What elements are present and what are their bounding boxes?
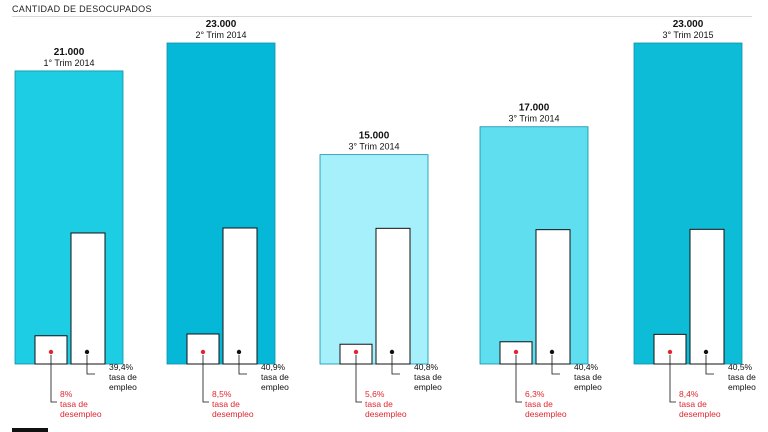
employment-caption-a-3: tasa de: [414, 372, 442, 382]
value-label-5: 23.000: [673, 19, 704, 30]
employment-leader-2: [238, 355, 247, 375]
unemployment-dot-5: [667, 349, 673, 355]
period-label-5: 3° Trim 2015: [662, 30, 713, 40]
unemployment-rate-label-5: 8,4%: [679, 389, 699, 399]
employment-box-5: [689, 228, 725, 365]
employment-rate-label-3: 40,8%: [414, 362, 439, 372]
employment-caption-a-5: tasa de: [728, 372, 756, 382]
employment-dot-4: [549, 349, 555, 355]
unemployment-caption-a-1: tasa de: [60, 399, 88, 409]
unemployment-rate-label-4: 6,3%: [525, 389, 545, 399]
bar-3: [319, 154, 429, 365]
period-label-2: 2° Trim 2014: [195, 30, 246, 40]
bar-2: [166, 42, 276, 365]
employment-rate-label-2: 40,9%: [261, 362, 286, 372]
employment-caption-b-4: empleo: [574, 382, 602, 392]
value-label-4: 17.000: [519, 103, 550, 114]
period-label-1: 1° Trim 2014: [43, 58, 94, 68]
unemployment-rate-label-1: 8%: [60, 389, 73, 399]
unemployment-leader-2: [202, 355, 209, 403]
unemployment-leader-4: [515, 355, 522, 403]
employment-caption-b-5: empleo: [728, 382, 756, 392]
employment-rate-label-5: 40,5%: [728, 362, 753, 372]
unemployment-caption-b-5: desempleo: [679, 409, 721, 419]
employment-dot-2: [236, 349, 242, 355]
employment-rate-label-1: 39,4%: [109, 362, 134, 372]
chart-title: CANTIDAD DE DESOCUPADOS: [12, 4, 152, 14]
unemployment-caption-b-4: desempleo: [525, 409, 567, 419]
unemployment-leader-5: [669, 355, 676, 403]
title-divider: [12, 16, 752, 17]
employment-box-3: [375, 227, 411, 365]
unemployment-caption-a-4: tasa de: [525, 399, 553, 409]
unemployment-dot-2: [200, 349, 206, 355]
unemployment-caption-b-3: desempleo: [365, 409, 407, 419]
unemployment-caption-a-2: tasa de: [212, 399, 240, 409]
unemployment-leader-3: [355, 355, 362, 403]
employment-caption-a-1: tasa de: [109, 372, 137, 382]
value-label-3: 15.000: [359, 131, 390, 142]
employment-box-1: [70, 232, 106, 365]
unemployment-rate-label-2: 8,5%: [212, 389, 232, 399]
unemployment-dot-4: [513, 349, 519, 355]
employment-caption-a-2: tasa de: [261, 372, 289, 382]
employment-leader-4: [551, 355, 560, 375]
bar-1: [14, 70, 124, 365]
period-label-4: 3° Trim 2014: [508, 114, 559, 124]
unemployment-rate-label-3: 5,6%: [365, 389, 385, 399]
employment-caption-b-3: empleo: [414, 382, 442, 392]
employment-leader-3: [391, 355, 400, 375]
employment-rate-label-4: 40,4%: [574, 362, 599, 372]
employment-caption-b-1: empleo: [109, 382, 137, 392]
employment-box-4: [535, 229, 571, 365]
employment-dot-5: [703, 349, 709, 355]
employment-caption-a-4: tasa de: [574, 372, 602, 382]
employment-caption-b-2: empleo: [261, 382, 289, 392]
employment-dot-1: [84, 349, 90, 355]
footer-mark: [12, 428, 48, 432]
value-label-1: 21.000: [54, 47, 85, 58]
unemployment-caption-b-2: desempleo: [212, 409, 254, 419]
bar-4: [479, 126, 589, 365]
value-label-2: 23.000: [206, 19, 237, 30]
unemployment-dot-1: [48, 349, 54, 355]
unemployment-dot-3: [353, 349, 359, 355]
employment-box-2: [222, 227, 258, 365]
unemployment-caption-b-1: desempleo: [60, 409, 102, 419]
unemployment-caption-a-3: tasa de: [365, 399, 393, 409]
unemployment-leader-1: [50, 355, 57, 403]
bar-5: [633, 42, 743, 365]
employment-leader-1: [86, 355, 95, 375]
unemployment-caption-a-5: tasa de: [679, 399, 707, 409]
period-label-3: 3° Trim 2014: [348, 142, 399, 152]
employment-dot-3: [389, 349, 395, 355]
employment-leader-5: [705, 355, 714, 375]
